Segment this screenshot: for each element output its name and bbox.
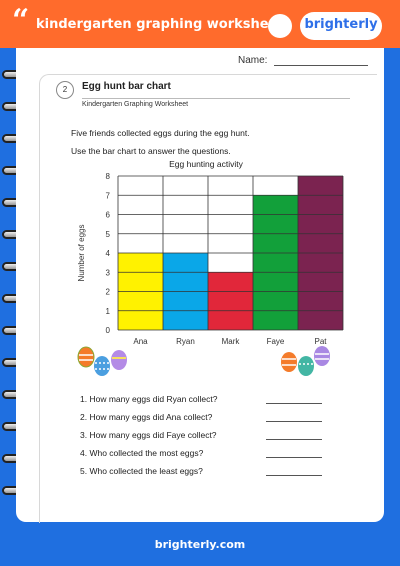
footer-link[interactable]: brighterly.com <box>154 538 246 551</box>
question: 2. How many eggs did Ana collect? <box>80 412 213 422</box>
page-title: kindergarten graphing worksheets <box>36 17 292 32</box>
intro-line: Use the bar chart to answer the question… <box>71 146 231 156</box>
circle-decoration <box>268 14 292 38</box>
easter-eggs-icon <box>278 344 334 381</box>
easter-eggs-icon <box>74 344 130 381</box>
brand-logo-text: brighterly <box>304 17 378 32</box>
question: 3. How many eggs did Faye collect? <box>80 430 217 440</box>
brand-logo[interactable]: brighterly <box>300 12 382 40</box>
y-tick-label: 1 <box>106 307 111 316</box>
intro-line: Five friends collected eggs during the e… <box>71 128 250 138</box>
chart-title: Egg hunting activity <box>169 159 243 169</box>
quote-icon: “ <box>12 3 30 38</box>
question: 5. Who collected the least eggs? <box>80 466 203 476</box>
y-tick-label: 4 <box>106 249 111 258</box>
bar <box>208 272 253 330</box>
name-label: Name: <box>238 55 268 66</box>
x-tick-label: Pat <box>314 337 327 346</box>
x-tick-label: Faye <box>267 337 285 346</box>
x-tick-label: Ryan <box>176 337 195 346</box>
y-axis-label: Number of eggs <box>77 225 86 282</box>
question: 4. Who collected the most eggs? <box>80 448 204 458</box>
y-tick-label: 2 <box>106 288 111 297</box>
worksheet-frame <box>39 74 377 523</box>
y-tick-label: 0 <box>106 326 111 335</box>
question: 1. How many eggs did Ryan collect? <box>80 394 218 404</box>
answer-field[interactable] <box>266 403 322 404</box>
y-tick-label: 3 <box>106 268 111 277</box>
bar <box>253 195 298 330</box>
answer-field[interactable] <box>266 421 322 422</box>
worksheet-page: Name: 2 Egg hunt bar chart Kindergarten … <box>16 48 384 523</box>
y-tick-label: 7 <box>106 191 111 200</box>
answer-field[interactable] <box>266 439 322 440</box>
x-tick-label: Mark <box>222 337 241 346</box>
name-field[interactable] <box>274 65 368 66</box>
y-tick-label: 5 <box>106 230 111 239</box>
worksheet-number: 2 <box>56 81 74 99</box>
bar-chart: 0 1 2 3 4 5 6 7 8 Ana Ryan Mark Faye Pat Number of egg… <box>77 172 344 346</box>
divider <box>82 98 350 99</box>
answer-field[interactable] <box>266 457 322 458</box>
answer-field[interactable] <box>266 475 322 476</box>
header-bar: “ kindergarten graphing worksheets brigh… <box>0 0 400 48</box>
worksheet-title: Egg hunt bar chart <box>82 81 171 92</box>
worksheet-subtitle: Kindergarten Graphing Worksheet <box>82 101 189 108</box>
x-tick-label: Ana <box>133 337 148 346</box>
y-tick-label: 6 <box>106 211 111 220</box>
y-tick-label: 8 <box>106 172 111 181</box>
